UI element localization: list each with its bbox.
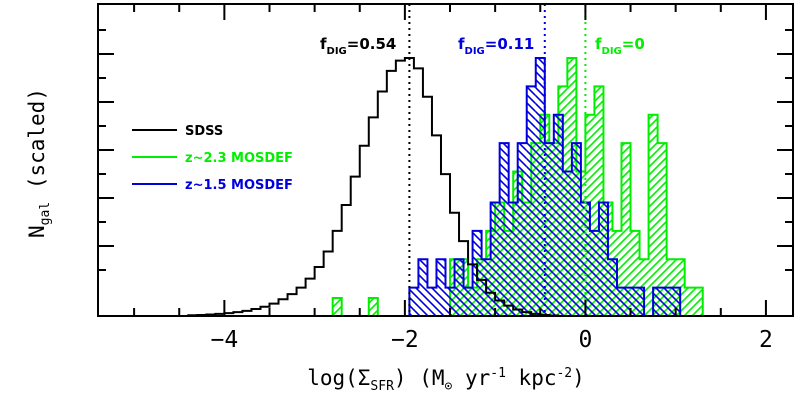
x-tick-label: 0	[578, 327, 592, 353]
histogram-bar	[454, 259, 464, 316]
histogram-bar	[499, 143, 509, 316]
histogram-bar	[436, 259, 446, 316]
histogram-bar	[589, 230, 599, 316]
histogram-bar	[653, 287, 663, 316]
histogram-bar	[544, 143, 554, 316]
histogram-bar	[635, 287, 645, 316]
histogram-bar	[508, 202, 518, 316]
sdss-histogram-line	[187, 57, 560, 316]
fdig-label-1: fDIG=0.11	[458, 35, 534, 57]
legend-label: z~2.3 MOSDEF	[185, 151, 293, 166]
fdig-label-2: fDIG=0	[595, 35, 645, 57]
histogram-bar	[427, 287, 437, 316]
histogram-bar	[490, 202, 500, 316]
histogram-bar	[598, 202, 608, 316]
histogram-bar	[630, 230, 640, 316]
histogram-bar	[616, 287, 627, 316]
fdig-label-0: fDIG=0.54	[320, 35, 396, 57]
legend-item-z-1-5-mosdef: z~1.5 MOSDEF	[132, 178, 293, 193]
histogram-bar	[671, 287, 681, 316]
histogram-bar	[648, 114, 658, 316]
x-tick-label: 2	[759, 327, 773, 353]
histogram-bar	[607, 259, 617, 316]
histogram-bar	[562, 171, 572, 316]
series-sdss	[187, 57, 560, 316]
x-tick-label: −2	[391, 327, 419, 353]
legend-label: SDSS	[185, 124, 223, 139]
histogram-bar	[580, 202, 590, 316]
histogram-bar	[418, 259, 428, 316]
histogram-bar	[332, 297, 342, 316]
histogram-bar	[517, 143, 527, 316]
histogram-bar	[535, 58, 545, 316]
histogram-bar	[463, 287, 473, 316]
histogram-bar	[571, 143, 581, 316]
histogram-bar	[693, 287, 703, 316]
x-tick-label: −4	[211, 327, 239, 353]
legend-item-z-2-3-mosdef: z~2.3 MOSDEF	[132, 151, 293, 166]
histogram-bar	[526, 86, 536, 316]
legend-item-sdss: SDSS	[132, 124, 223, 139]
histogram-bar	[445, 287, 455, 316]
x-axis-label: log(ΣSFR) (M⊙ yr-1 kpc-2)	[307, 366, 585, 394]
histogram-bar	[657, 143, 667, 316]
histogram-bar	[553, 114, 563, 316]
legend-label: z~1.5 MOSDEF	[185, 178, 293, 193]
histogram-bar	[662, 287, 672, 316]
histogram-bar	[684, 287, 694, 316]
histogram-bar	[621, 143, 631, 316]
histogram-outline	[400, 57, 690, 316]
y-axis-label: Ngal (scaled)	[25, 88, 53, 238]
histogram-bar	[594, 86, 604, 316]
plot-frame	[97, 3, 794, 317]
histogram-bar	[409, 287, 419, 316]
histogram-bar	[626, 287, 636, 316]
histogram-bar	[368, 297, 378, 316]
